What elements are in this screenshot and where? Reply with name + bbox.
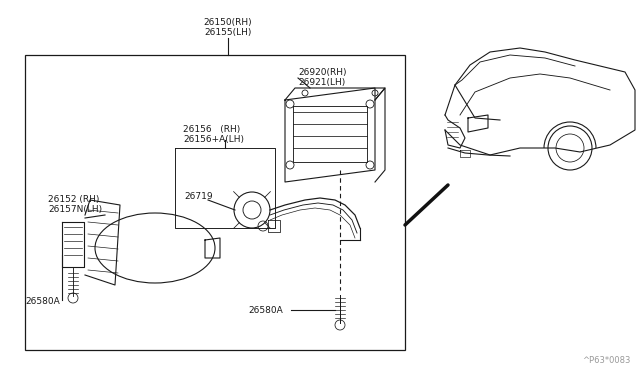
- Text: ^P63*0083: ^P63*0083: [582, 356, 630, 365]
- Text: 26150(RH)
26155(LH): 26150(RH) 26155(LH): [204, 18, 252, 38]
- Text: 26580A: 26580A: [25, 297, 60, 306]
- Text: 26580A: 26580A: [248, 306, 283, 315]
- Text: 26152 (RH)
26157N(LH): 26152 (RH) 26157N(LH): [48, 195, 102, 214]
- Text: 26920(RH)
26921(LH): 26920(RH) 26921(LH): [298, 68, 346, 87]
- Text: 26719: 26719: [184, 192, 212, 201]
- Text: 26156   (RH)
26156+A(LH): 26156 (RH) 26156+A(LH): [183, 125, 244, 144]
- Bar: [25, 55, 405, 350]
